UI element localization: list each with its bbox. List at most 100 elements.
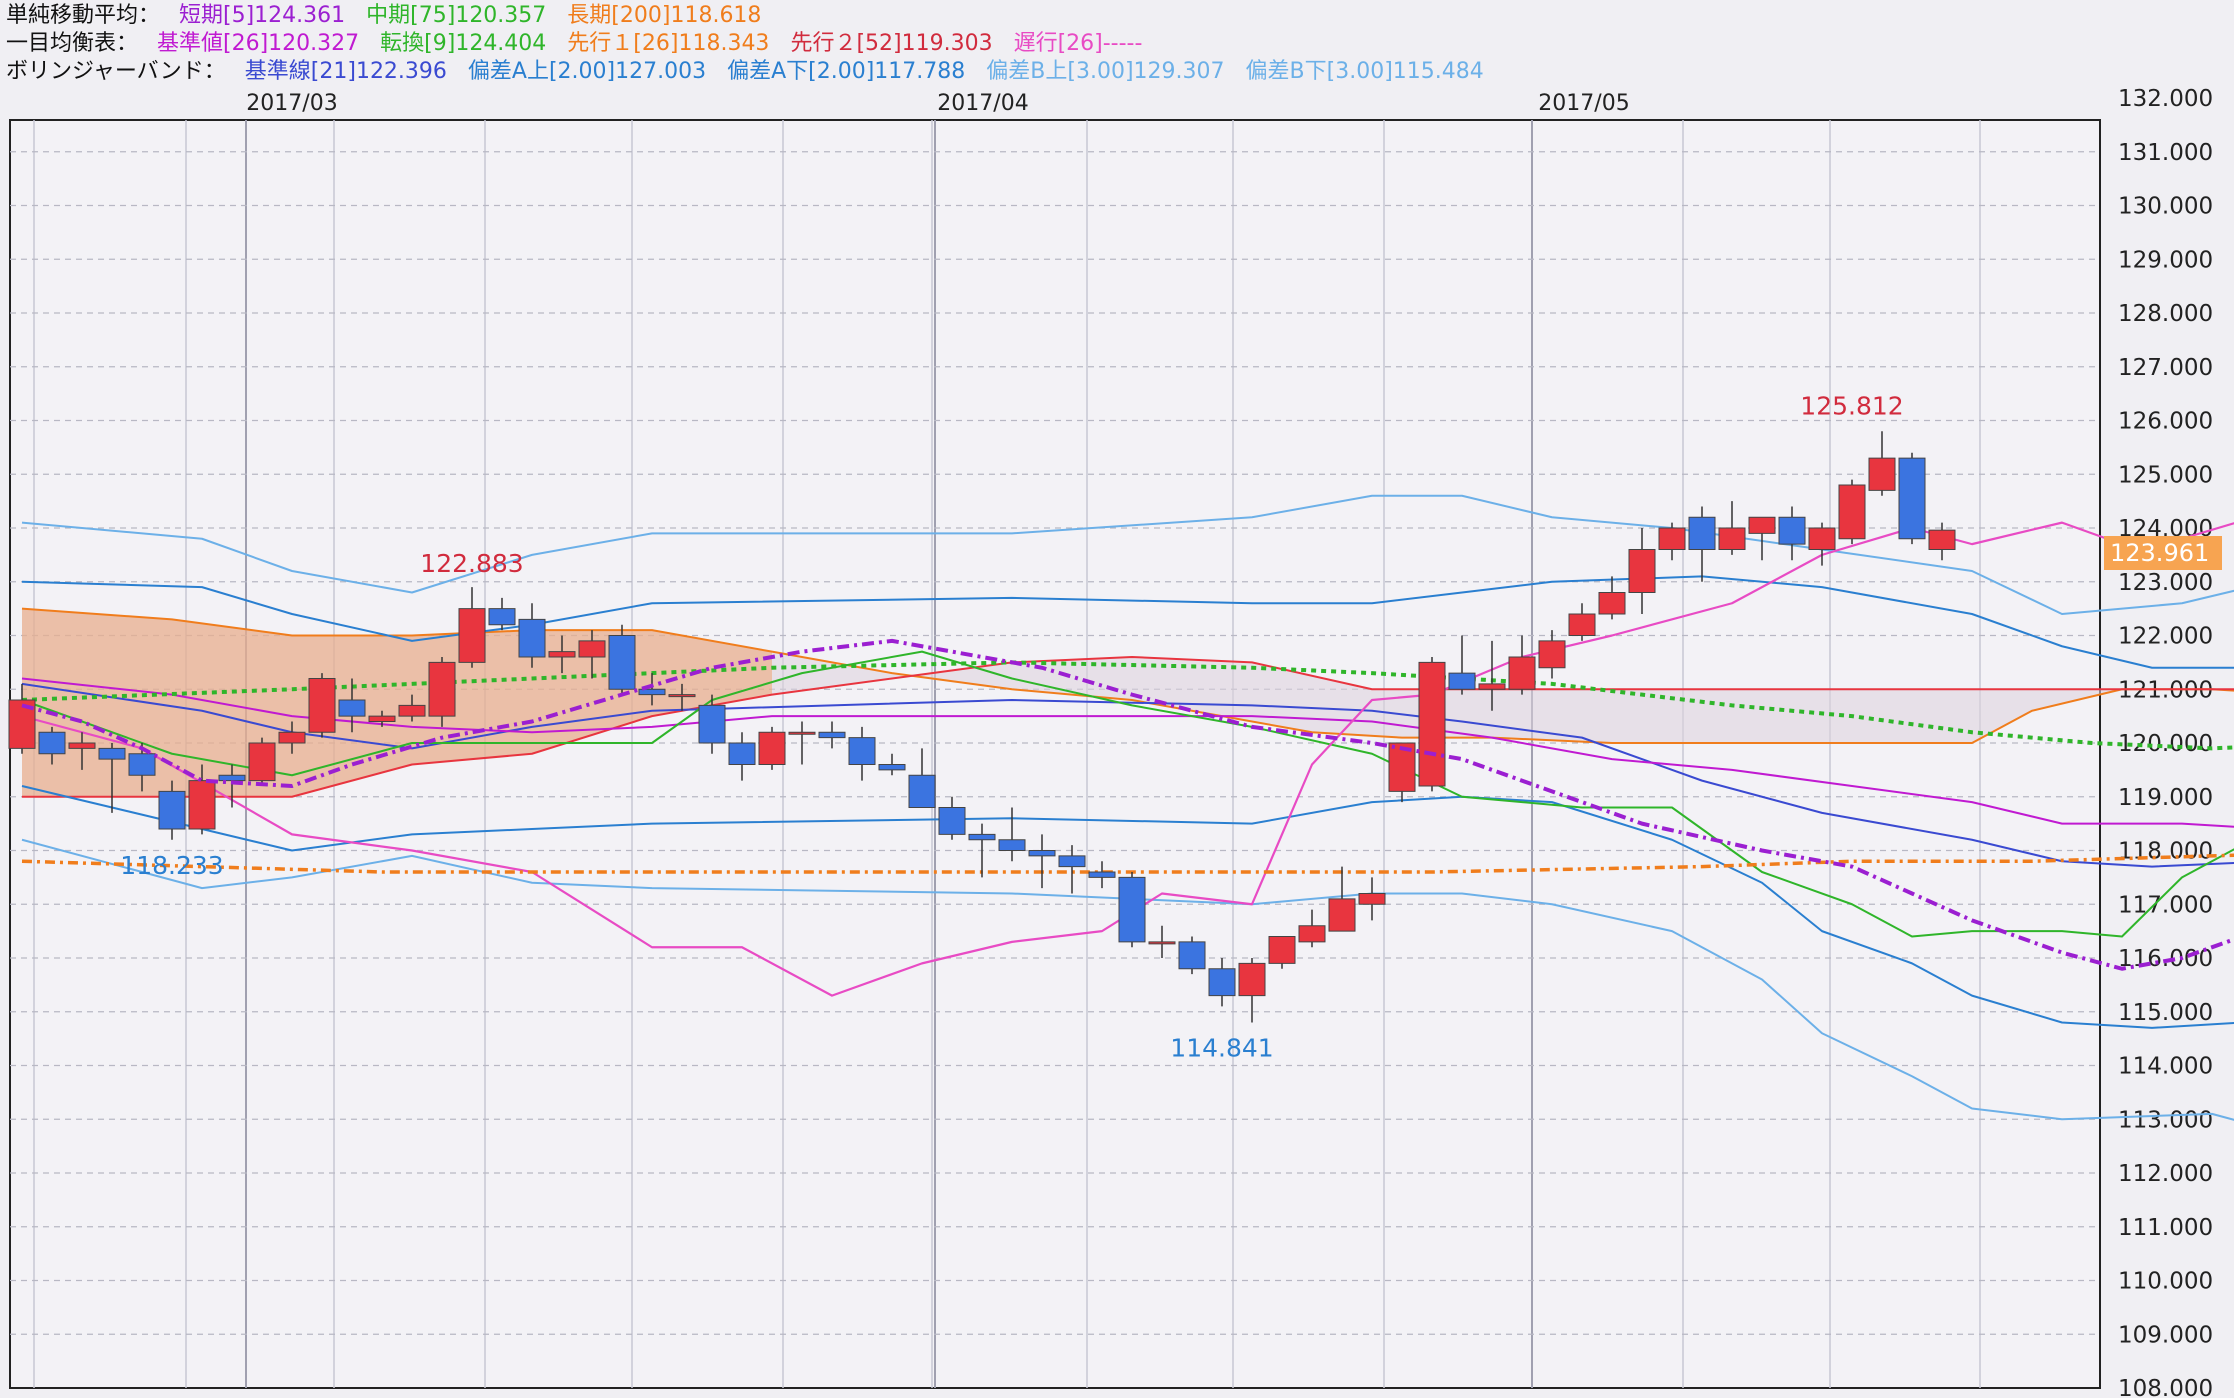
candle-body: [458, 608, 486, 663]
ichimoku-tenkan: 転換[9]124.404: [380, 31, 547, 56]
y-tick-label: 132.000: [2118, 86, 2213, 112]
candle-body: [1718, 527, 1746, 550]
ichimoku-senkou2: 先行２[52]119.303: [790, 31, 993, 56]
y-tick-label: 114.000: [2118, 1054, 2213, 1080]
price-annotation: 114.841: [1170, 1033, 1273, 1062]
candle-body: [698, 704, 726, 744]
candle-body: [878, 764, 906, 771]
legend-ichimoku: 一目均衡表： 基準値[26]120.327 転換[9]124.404 先行１[2…: [6, 30, 1498, 58]
candle-body: [908, 774, 936, 808]
candle-body: [218, 774, 246, 782]
y-tick-label: 109.000: [2118, 1322, 2213, 1348]
y-tick-label: 120.000: [2118, 731, 2213, 757]
sma-mid: 中期[75]120.357: [366, 3, 547, 28]
candle-body: [1478, 683, 1506, 690]
bollinger-base: 基準線[21]122.396: [244, 59, 447, 84]
candle-body: [848, 737, 876, 765]
candle-body: [938, 807, 966, 835]
candle-body: [1778, 516, 1806, 545]
y-tick-label: 108.000: [2118, 1376, 2213, 1398]
candle-body: [1748, 516, 1776, 534]
candle-body: [1148, 941, 1176, 945]
last-price-label: 123.961: [2104, 536, 2222, 570]
line-bb-a-up: [21, 575, 2234, 669]
candle-body: [608, 635, 636, 690]
month-label-mar: 2017/03: [246, 91, 338, 116]
candle-body: [1058, 855, 1086, 868]
bollinger-label: ボリンジャーバンド：: [6, 59, 226, 84]
candle-body: [998, 839, 1026, 851]
legend: 単純移動平均： 短期[5]124.361 中期[75]120.357 長期[20…: [6, 2, 1498, 86]
candle-body: [278, 731, 306, 744]
candle-body: [1688, 516, 1716, 550]
candle-body: [1088, 871, 1116, 878]
y-tick-label: 131.000: [2118, 140, 2213, 166]
candle-body: [1418, 661, 1446, 787]
line-senkou1: [21, 607, 2234, 744]
candle-body: [1358, 893, 1386, 905]
line-bb-b-up: [21, 494, 2234, 615]
candle-body: [638, 688, 666, 696]
candle-body: [1598, 592, 1626, 615]
line-tenkan: [21, 650, 2234, 938]
ichimoku-label: 一目均衡表：: [6, 31, 139, 56]
bollinger-b-up: 偏差B上[3.00]129.307: [986, 59, 1225, 84]
line-sma-short: [21, 638, 2234, 971]
candle-body: [188, 780, 216, 830]
price-annotation: 125.812: [1800, 392, 1903, 421]
candle-body: [1118, 876, 1146, 943]
candle-body: [1568, 613, 1596, 636]
candle-body: [1658, 527, 1686, 550]
candle-body: [1208, 968, 1236, 997]
y-tick-label: 110.000: [2118, 1269, 2213, 1295]
y-tick-label: 123.000: [2118, 570, 2213, 596]
candle-body: [368, 715, 396, 722]
y-tick-label: 128.000: [2118, 301, 2213, 327]
y-tick-label: 112.000: [2118, 1161, 2213, 1187]
candle-body: [1838, 484, 1866, 540]
candle-body: [1328, 898, 1356, 932]
y-tick-label: 126.000: [2118, 409, 2213, 435]
line-sma-mid: [21, 660, 2234, 751]
month-label-apr: 2017/04: [937, 91, 1029, 116]
y-tick-label: 111.000: [2118, 1215, 2213, 1241]
candle-body: [968, 833, 996, 841]
candle-body: [758, 731, 786, 765]
y-tick-label: 127.000: [2118, 355, 2213, 381]
line-bb-b-down: [21, 838, 2234, 1121]
candle-body: [308, 678, 336, 733]
candle-body: [338, 699, 366, 717]
candle-body: [788, 731, 816, 735]
candle-body: [128, 753, 156, 776]
candle-body: [1508, 656, 1536, 690]
candle-body: [1448, 672, 1476, 690]
bollinger-b-down: 偏差B下[3.00]115.484: [1245, 59, 1484, 84]
month-label-may: 2017/05: [1538, 91, 1630, 116]
y-tick-label: 118.000: [2118, 839, 2213, 865]
candle-body: [1898, 457, 1926, 540]
ichimoku-chikou: 遅行[26]-----: [1013, 31, 1143, 56]
price-annotation: 122.883: [420, 549, 523, 578]
line-bb-base: [21, 682, 2234, 868]
y-tick-label: 125.000: [2118, 462, 2213, 488]
candle-body: [38, 731, 66, 755]
candle-body: [248, 742, 276, 782]
bollinger-a-down: 偏差A下[2.00]117.788: [727, 59, 966, 84]
bollinger-a-up: 偏差A上[2.00]127.003: [467, 59, 707, 84]
candle-body: [1808, 527, 1836, 550]
candle-body: [1238, 962, 1266, 997]
y-tick-label: 117.000: [2118, 892, 2213, 918]
legend-sma: 単純移動平均： 短期[5]124.361 中期[75]120.357 長期[20…: [6, 2, 1498, 30]
sma-label: 単純移動平均：: [6, 3, 161, 28]
candle-body: [488, 608, 516, 626]
candle-body: [1538, 640, 1566, 669]
candle-body: [728, 742, 756, 765]
legend-bollinger: ボリンジャーバンド： 基準線[21]122.396 偏差A上[2.00]127.…: [6, 58, 1498, 86]
sma-short: 短期[5]124.361: [179, 3, 346, 28]
candle-body: [1298, 925, 1326, 943]
y-tick-label: 129.000: [2118, 247, 2213, 273]
candle-body: [818, 731, 846, 739]
candle-body: [158, 790, 186, 830]
candle-body: [668, 694, 696, 698]
